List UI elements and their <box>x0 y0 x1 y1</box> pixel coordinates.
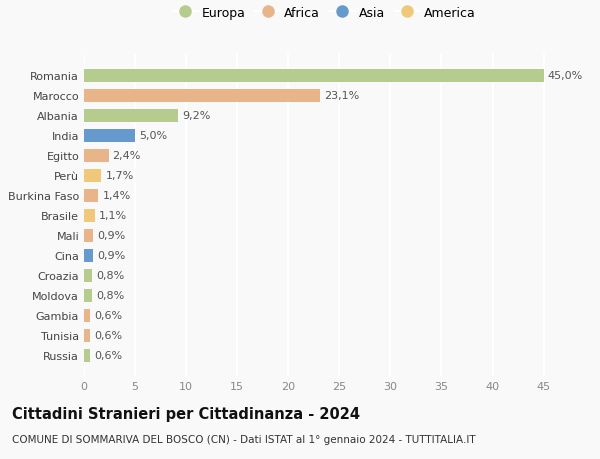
Text: 0,6%: 0,6% <box>94 330 122 340</box>
Text: 5,0%: 5,0% <box>139 131 167 141</box>
Text: 0,9%: 0,9% <box>97 231 125 241</box>
Text: 1,1%: 1,1% <box>100 211 127 221</box>
Bar <box>84 129 135 142</box>
Bar <box>84 110 178 123</box>
Bar <box>84 269 92 282</box>
Bar <box>84 70 544 83</box>
Text: 23,1%: 23,1% <box>324 91 359 101</box>
Text: COMUNE DI SOMMARIVA DEL BOSCO (CN) - Dati ISTAT al 1° gennaio 2024 - TUTTITALIA.: COMUNE DI SOMMARIVA DEL BOSCO (CN) - Dat… <box>12 434 476 444</box>
Text: 45,0%: 45,0% <box>548 71 583 81</box>
Bar <box>84 349 90 362</box>
Bar <box>84 229 93 242</box>
Text: 9,2%: 9,2% <box>182 111 211 121</box>
Text: 1,4%: 1,4% <box>103 191 131 201</box>
Text: 0,8%: 0,8% <box>96 270 125 280</box>
Text: Cittadini Stranieri per Cittadinanza - 2024: Cittadini Stranieri per Cittadinanza - 2… <box>12 406 360 421</box>
Text: 0,9%: 0,9% <box>97 251 125 261</box>
Text: 0,6%: 0,6% <box>94 310 122 320</box>
Bar <box>84 169 101 182</box>
Text: 0,6%: 0,6% <box>94 350 122 360</box>
Text: 2,4%: 2,4% <box>113 151 141 161</box>
Bar <box>84 189 98 202</box>
Bar <box>84 329 90 342</box>
Bar <box>84 249 93 262</box>
Bar <box>84 90 320 102</box>
Legend: Europa, Africa, Asia, America: Europa, Africa, Asia, America <box>173 7 475 20</box>
Text: 1,7%: 1,7% <box>106 171 134 181</box>
Bar <box>84 150 109 162</box>
Text: 0,8%: 0,8% <box>96 291 125 301</box>
Bar <box>84 209 95 222</box>
Bar <box>84 309 90 322</box>
Bar <box>84 289 92 302</box>
